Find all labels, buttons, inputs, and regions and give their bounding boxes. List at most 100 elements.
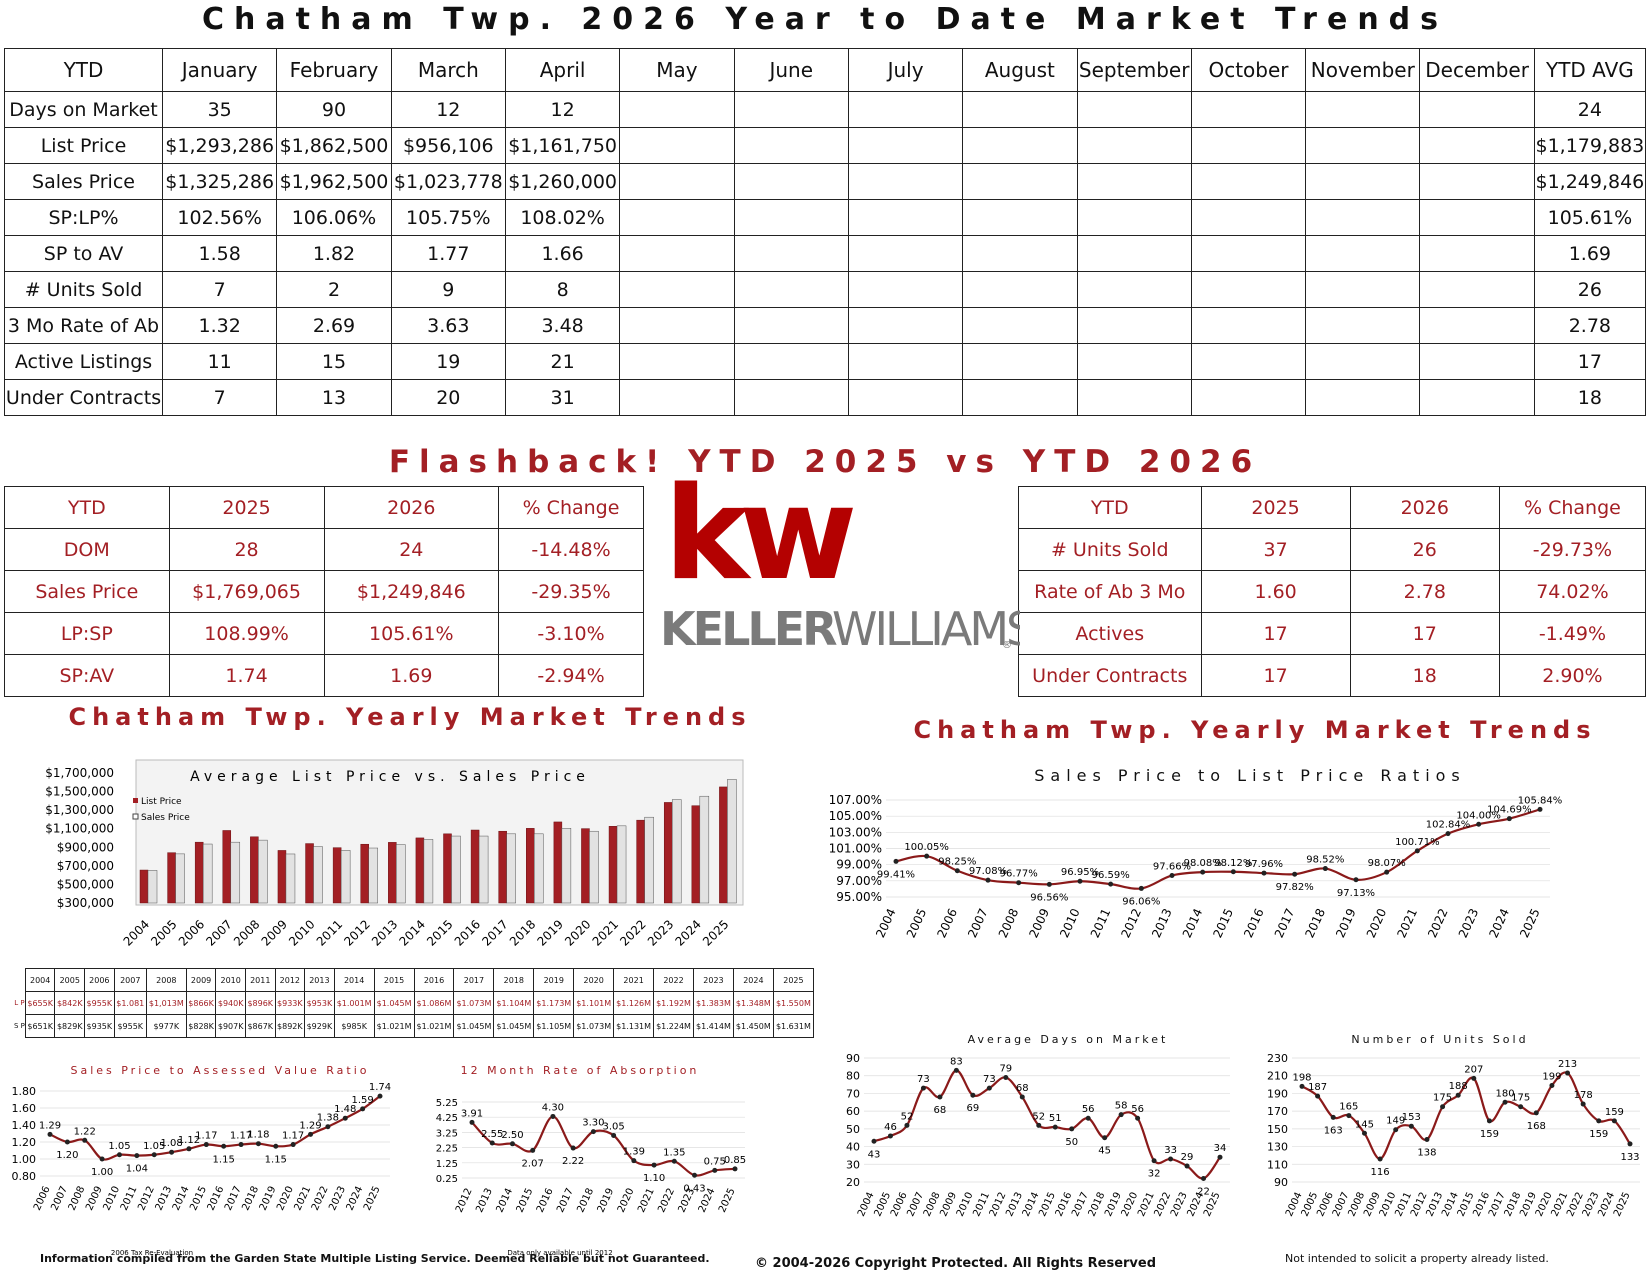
data-label: 98.12% bbox=[1214, 858, 1252, 869]
bar-sales-price bbox=[423, 839, 434, 904]
y-tick: 1.40 bbox=[12, 1119, 37, 1132]
value-table-lp: $1.101M bbox=[573, 991, 615, 1015]
ytd-cell: $1,023,778 bbox=[390, 163, 506, 200]
bar-chart-x-tick: 2016 bbox=[452, 917, 483, 948]
ytd-table: YTD January February March April May June July A… bbox=[3, 48, 1647, 416]
ytd-cell bbox=[1190, 163, 1307, 200]
data-point bbox=[1611, 1118, 1617, 1124]
data-point bbox=[1200, 869, 1206, 875]
ytd-cell: $1,962,500 bbox=[276, 163, 392, 200]
ytd-cell: 1.66 bbox=[504, 235, 621, 272]
data-label: 168 bbox=[1527, 1121, 1546, 1132]
compare-row: SP:AV 1.74 1.69 -2.94% bbox=[4, 654, 644, 697]
series-line bbox=[1301, 1071, 1631, 1161]
compare-cell: 17 bbox=[1200, 612, 1351, 655]
data-point bbox=[134, 1153, 140, 1159]
ytd-cell: 9 bbox=[390, 271, 506, 308]
data-point bbox=[325, 1124, 331, 1130]
data-label: 0.85 bbox=[724, 1155, 746, 1166]
right-section-title: Chatham Twp. Yearly Market Trends bbox=[913, 716, 1597, 744]
data-point bbox=[871, 1138, 877, 1144]
data-label: 1.17 bbox=[282, 1131, 304, 1142]
ytd-avg-cell: 2.78 bbox=[1533, 307, 1647, 344]
value-table-lp: $953K bbox=[304, 991, 335, 1015]
bar-chart-y-tick: $300,000 bbox=[57, 896, 114, 910]
data-point bbox=[1445, 831, 1451, 837]
ytd-cell bbox=[1305, 127, 1421, 164]
compare-table-right: YTD 2025 2026% Change # Units Sold 37 26 -29.7… bbox=[1018, 486, 1647, 697]
legend-label-sales: Sales Price bbox=[141, 813, 190, 823]
data-label: 68 bbox=[1016, 1083, 1029, 1094]
y-tick: 230 bbox=[1267, 1052, 1288, 1065]
flashback-title: Flashback! YTD 2025 vs YTD 2026 bbox=[388, 444, 1262, 480]
ytd-cell bbox=[1419, 235, 1535, 272]
value-table-lp: $1.086M bbox=[413, 991, 455, 1015]
data-label: 104.69% bbox=[1487, 805, 1532, 816]
data-label: 52 bbox=[1032, 1111, 1045, 1122]
ytd-cell: 106.06% bbox=[276, 199, 392, 236]
ytd-cell bbox=[733, 163, 849, 200]
ytd-cell bbox=[1076, 379, 1192, 416]
ytd-row-label: SP to AV bbox=[3, 235, 164, 272]
bar-chart-y-tick: $700,000 bbox=[57, 859, 114, 873]
x-tick: 2025 bbox=[362, 1185, 383, 1213]
y-tick: 130 bbox=[1267, 1141, 1288, 1154]
compare-cell: 17 bbox=[1349, 612, 1500, 655]
data-point bbox=[1261, 870, 1267, 876]
ytd-cell bbox=[847, 91, 964, 128]
compare-row: # Units Sold 37 26 -29.73% bbox=[1018, 528, 1647, 571]
data-label: 97.82% bbox=[1276, 882, 1314, 893]
value-table-lp: $1.045M bbox=[373, 991, 415, 1015]
x-tick: 2004 bbox=[873, 906, 899, 940]
compare-cell: Actives bbox=[1018, 612, 1202, 655]
bar-sales-price bbox=[258, 839, 268, 904]
data-point bbox=[238, 1142, 244, 1148]
bar-chart-y-tick: $1,700,000 bbox=[45, 766, 114, 780]
bar-list-price bbox=[277, 850, 287, 904]
line-chart-days-on-market: Average Days on Market 90 80 70 60 50 40 30 20 43… bbox=[846, 1033, 1230, 1218]
data-point bbox=[1016, 880, 1022, 886]
bar-list-price bbox=[719, 786, 728, 904]
value-table-year: 2011 bbox=[244, 968, 276, 992]
data-label: 96.77% bbox=[1000, 869, 1038, 880]
ytd-cell bbox=[1419, 127, 1535, 164]
bar-sales-price bbox=[313, 846, 323, 904]
data-point bbox=[1471, 1075, 1477, 1081]
bar-sales-price bbox=[230, 841, 241, 904]
bar-sales-price bbox=[534, 833, 544, 904]
data-label: 32 bbox=[1148, 1169, 1161, 1180]
value-table-row: L P $655K $842K $955K $1.081 $1,013M $866K $940… bbox=[14, 991, 815, 1015]
data-label: 98.08% bbox=[1184, 858, 1222, 869]
ytd-header-cell: YTD AVG bbox=[1533, 48, 1647, 92]
value-table-sp: $907K bbox=[215, 1014, 246, 1038]
ytd-row: 3 Mo Rate of Ab 1.32 2.69 3.63 3.48 2.78 bbox=[3, 307, 1647, 344]
chart-note: 2006 Tax Re-Evaluation bbox=[111, 1249, 193, 1257]
data-label: 96.56% bbox=[1030, 892, 1068, 903]
ytd-cell: 3.63 bbox=[390, 307, 506, 344]
value-table-year: 2012 bbox=[274, 968, 306, 992]
data-label: 149 bbox=[1386, 1116, 1405, 1127]
ytd-cell bbox=[1190, 199, 1307, 236]
kw-mark-text: kw bbox=[664, 470, 853, 609]
ytd-cell: 108.02% bbox=[504, 199, 621, 236]
ytd-cell bbox=[1076, 199, 1192, 236]
data-point bbox=[221, 1143, 227, 1149]
data-label: 1.38 bbox=[317, 1113, 339, 1124]
data-label: 1.05 bbox=[143, 1141, 165, 1152]
data-label: 52 bbox=[901, 1111, 914, 1122]
y-tick: 210 bbox=[1267, 1070, 1288, 1083]
data-label: 178 bbox=[1574, 1090, 1593, 1101]
compare-cell: -29.35% bbox=[498, 570, 644, 613]
data-point bbox=[1424, 1136, 1430, 1142]
data-point bbox=[1537, 806, 1543, 812]
compare-row: DOM 28 24 -14.48% bbox=[4, 528, 644, 571]
bar-sales-price bbox=[506, 833, 516, 904]
compare-cell: 26 bbox=[1349, 528, 1500, 571]
ytd-cell bbox=[1419, 307, 1535, 344]
ytd-row-label: List Price bbox=[3, 127, 164, 164]
compare-cell: Rate of Ab 3 Mo bbox=[1018, 570, 1202, 613]
ytd-cell: 19 bbox=[390, 343, 506, 380]
data-label: 3.30 bbox=[582, 1118, 604, 1129]
ytd-cell: 15 bbox=[276, 343, 392, 380]
data-label: 29 bbox=[1181, 1152, 1194, 1163]
